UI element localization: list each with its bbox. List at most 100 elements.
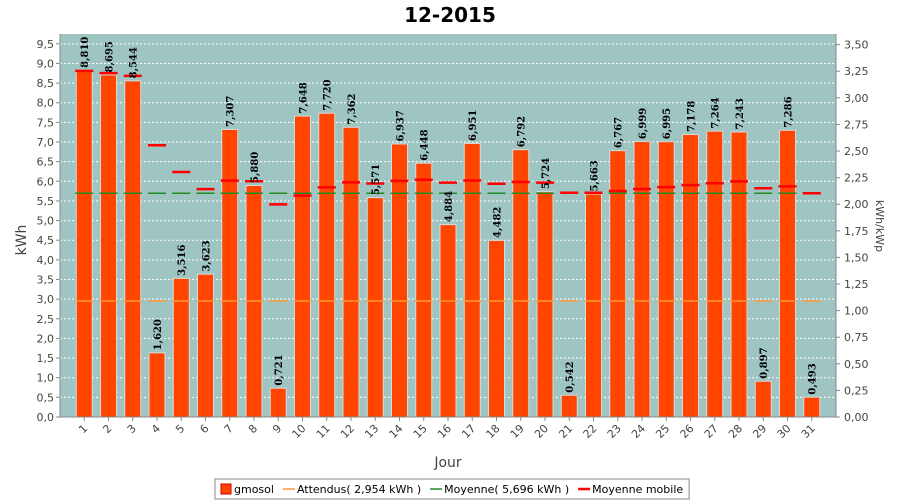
x-tick-label: 19 — [508, 422, 527, 441]
x-tick-label: 3 — [125, 422, 139, 436]
bar — [222, 129, 238, 417]
bar — [270, 388, 286, 417]
x-tick-label: 31 — [799, 422, 818, 441]
data-label: 5,571 — [371, 164, 382, 195]
y-right-tick-label: 1,25 — [844, 278, 869, 291]
x-tick-label: 10 — [290, 422, 309, 441]
x-tick-label: 20 — [532, 422, 551, 441]
legend-box — [214, 478, 690, 500]
bar — [319, 113, 335, 418]
y-tick-label: 4,0 — [37, 254, 55, 267]
x-tick-label: 7 — [222, 422, 236, 436]
data-label: 3,516 — [177, 245, 188, 276]
y-tick-label: 5,0 — [37, 215, 55, 228]
bar — [198, 274, 213, 417]
bar — [101, 75, 116, 417]
y-right-tick-label: 3,00 — [844, 92, 869, 105]
y-right-tick-label: 3,25 — [844, 65, 869, 78]
y-right-tick-label: 1,00 — [844, 305, 869, 318]
bar — [658, 142, 674, 417]
bar — [464, 143, 480, 418]
y-right-tick-label: 2,00 — [844, 198, 869, 211]
data-label: 4,884 — [444, 191, 455, 222]
data-label: 6,951 — [468, 110, 479, 141]
x-tick-label: 6 — [197, 422, 211, 436]
data-labels: 8,810 8,695 8,544 1,620 3,516 3,623 7,307 5,880… — [80, 37, 819, 395]
bar — [416, 163, 432, 417]
bar — [440, 225, 456, 417]
y-tick-label: 2,5 — [37, 313, 55, 326]
data-label: 6,995 — [662, 108, 673, 139]
y-tick-label: 5,5 — [37, 195, 55, 208]
bar — [173, 278, 189, 417]
x-tick-label: 26 — [678, 422, 697, 441]
y-tick-label: 1,0 — [37, 372, 55, 385]
bar — [780, 130, 795, 418]
data-label: 3,623 — [202, 240, 213, 271]
x-tick-label: 14 — [387, 422, 406, 441]
x-tick-label: 16 — [435, 422, 454, 441]
bar — [731, 132, 747, 417]
data-label: 8,544 — [129, 47, 140, 78]
data-label: 5,880 — [250, 152, 261, 183]
x-tick-label: 9 — [270, 422, 284, 436]
data-label: 6,792 — [517, 116, 528, 147]
data-label: 8,810 — [80, 37, 91, 68]
x-tick-label: 4 — [149, 422, 163, 436]
legend-label: Moyenne( 5,696 kWh ) — [444, 483, 569, 496]
x-tick-label: 12 — [338, 422, 357, 441]
y-axis-right: 0,00 0,25 0,50 0,75 1,00 1,25 1,50 1,75 2,00 2,25… — [835, 34, 869, 424]
bar — [295, 116, 310, 418]
bar — [76, 70, 92, 418]
x-tick-label: 11 — [314, 422, 333, 441]
y-tick-label: 8,0 — [37, 97, 55, 110]
y-tick-label: 9,5 — [37, 38, 55, 51]
bar — [634, 142, 650, 417]
data-label: 0,493 — [808, 363, 819, 394]
y-tick-label: 9,0 — [37, 57, 55, 70]
data-label: 0,897 — [759, 347, 770, 378]
data-label: 7,307 — [226, 96, 237, 127]
bar — [513, 150, 529, 418]
legend-label: Moyenne mobile — [592, 483, 683, 496]
x-tick-label: 1 — [76, 422, 90, 436]
data-label: 1,620 — [153, 319, 164, 350]
data-label: 6,999 — [638, 108, 649, 139]
y-right-tick-label: 0,00 — [844, 411, 869, 424]
y-right-tick-label: 0,50 — [844, 358, 869, 371]
x-tick-label: 23 — [605, 422, 624, 441]
y-axis-label: kWh — [14, 225, 30, 256]
x-axis: 1 2 3 4 5 6 7 8 9 10 11 12 13 14 15 16 17 18 19 20 21 22 23 24 2… — [60, 416, 836, 441]
y-tick-label: 8,5 — [37, 77, 55, 90]
bar — [683, 135, 698, 417]
y-right-tick-label: 1,75 — [844, 225, 869, 238]
x-tick-label: 17 — [459, 422, 478, 441]
y-right-tick-label: 3,50 — [844, 39, 869, 52]
bar — [392, 144, 407, 417]
y-tick-label: 2,0 — [37, 332, 55, 345]
x-tick-label: 25 — [653, 422, 672, 441]
bar — [125, 81, 141, 418]
reference-lines — [75, 69, 821, 302]
data-label: 8,695 — [105, 41, 116, 72]
data-label: 5,663 — [590, 160, 601, 191]
data-label: 5,724 — [541, 158, 552, 189]
x-tick-label: 30 — [775, 422, 794, 441]
data-label: 7,362 — [347, 93, 358, 124]
y-tick-label: 7,5 — [37, 116, 55, 129]
y-tick-label: 1,5 — [37, 352, 55, 365]
x-tick-label: 2 — [100, 422, 114, 436]
x-tick-label: 5 — [173, 422, 187, 436]
bar — [755, 381, 771, 417]
data-label: 6,767 — [614, 117, 625, 148]
y-tick-label: 0,0 — [37, 411, 55, 424]
data-label: 6,448 — [420, 129, 431, 160]
bar — [610, 151, 626, 418]
chart-title: 12-2015 — [404, 3, 496, 27]
legend-label: gmosol — [234, 483, 274, 496]
x-tick-label: 27 — [702, 422, 721, 441]
data-label: 7,243 — [735, 98, 746, 129]
y-right-tick-label: 1,50 — [844, 251, 869, 264]
x-tick-label: 18 — [484, 422, 503, 441]
